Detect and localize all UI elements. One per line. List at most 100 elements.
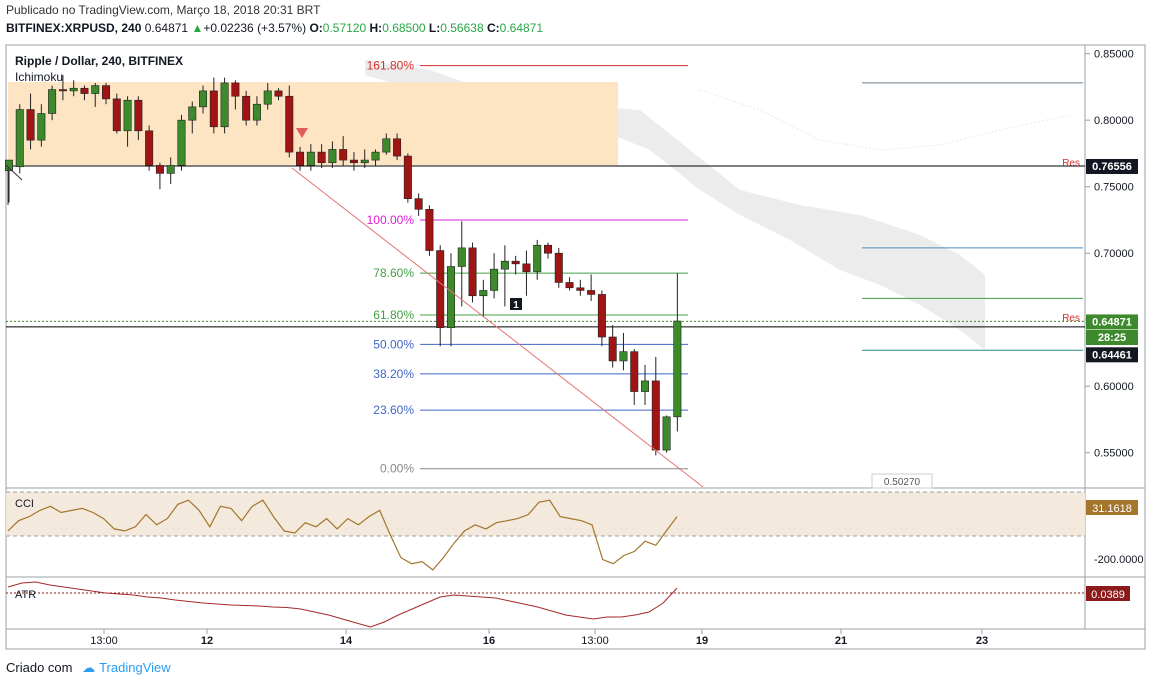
fib-level-label: 78.60% (373, 266, 414, 280)
candle-up (619, 351, 628, 362)
low-label: L: (428, 21, 441, 35)
event-badge[interactable] (510, 298, 522, 310)
candle-down (522, 263, 531, 273)
res-label: Res (1062, 158, 1080, 169)
candle-down (436, 250, 445, 328)
candle-up (48, 89, 57, 114)
tradingview-logo-icon[interactable]: ☁ (82, 660, 96, 675)
candle-down (349, 159, 358, 164)
close-value: 0.64871 (499, 21, 544, 35)
candle-down (285, 95, 294, 153)
candle-down (134, 99, 143, 132)
x-tick-label: 23 (976, 635, 988, 647)
candle-up (91, 85, 100, 94)
open-label: O: (309, 21, 323, 35)
candle-down (102, 85, 111, 100)
corner-arrow-line (5, 164, 23, 181)
candle-down (414, 198, 423, 210)
footer: Criado com ☁ TradingView (6, 660, 171, 676)
candle-down (468, 247, 477, 297)
candle-down (339, 149, 348, 161)
high-value: 0.68500 (382, 21, 426, 35)
published-note: Publicado no TradingView.com, Março 18, … (6, 3, 321, 17)
x-tick-label: 14 (340, 635, 353, 647)
candle-down (393, 138, 402, 157)
candle-up (166, 165, 175, 174)
last-price: 0.64871 (144, 21, 189, 35)
atr-line (7, 581, 678, 628)
y-tick-label: 0.60000 (1094, 381, 1134, 393)
atr-value-tag (1086, 586, 1130, 601)
cci-value-tag (1086, 500, 1138, 515)
candle-down (403, 155, 412, 199)
price-tag (1086, 330, 1138, 346)
x-tick-label: 21 (835, 635, 847, 647)
candle-down (274, 90, 283, 97)
fib-level-label: 23.60% (373, 403, 414, 417)
candle-up (641, 380, 650, 392)
candle-up (123, 99, 132, 132)
candle-up (252, 103, 261, 121)
res-label: Res (1062, 313, 1080, 324)
candle-up (263, 90, 272, 105)
fib-level-label: 0.00% (380, 462, 414, 476)
candle-down (651, 380, 660, 451)
candle-up (5, 159, 14, 172)
fib-level-label: 100.00% (367, 213, 415, 227)
x-tick-label: 13:00 (581, 635, 609, 647)
candle-down (155, 165, 164, 174)
symbol-name: BITFINEX:XRPUSD, 240 (6, 21, 142, 35)
candle-up (446, 266, 455, 328)
candle-down (317, 151, 326, 164)
candle-up (328, 149, 337, 164)
candle-down (597, 294, 606, 338)
candle-down (511, 260, 520, 265)
event-badge-text: 1 (513, 300, 519, 311)
price-tag-text: 0.64871 (1092, 316, 1132, 328)
chart-frame (5, 44, 1146, 650)
candle-down (565, 282, 574, 289)
candle-up (662, 416, 671, 451)
cci-label: CCI (15, 498, 34, 510)
candle-down (630, 351, 639, 392)
fib-level-label: 61.80% (373, 308, 414, 322)
price-tag-text: 28:25 (1098, 332, 1126, 344)
tradingview-brand[interactable]: TradingView (99, 660, 171, 675)
marker-price: 0.50270 (884, 477, 921, 488)
candle-up (69, 87, 78, 92)
candle-down (587, 290, 596, 295)
change-up-icon: ▲ (191, 21, 204, 35)
candle-down (608, 336, 617, 362)
candle-up (673, 320, 682, 418)
candle-down (58, 89, 67, 92)
price-tag-text: 0.64461 (1092, 349, 1132, 361)
cci-band (6, 492, 1085, 536)
candle-up (457, 247, 466, 267)
x-tick-label: 16 (483, 635, 495, 647)
candle-down (112, 98, 121, 132)
candle-up (360, 159, 369, 164)
candle-down (543, 244, 552, 254)
marker-price-box (871, 473, 933, 489)
symbol-header: BITFINEX:XRPUSD, 240 0.64871 ▲+0.02236 (… (6, 21, 543, 35)
candle-down (242, 95, 251, 121)
candle-down (425, 208, 434, 251)
y-tick-label: 0.85000 (1094, 49, 1134, 61)
downtrend-line (291, 167, 704, 488)
candle-up (199, 90, 208, 108)
cci-value-tag-text: 31.1618 (1092, 503, 1132, 515)
price-change: +0.02236 (+3.57%) (203, 21, 307, 35)
candle-up (500, 260, 509, 270)
candle-up (37, 113, 46, 141)
y-tick-label: 0.55000 (1094, 448, 1134, 460)
footer-created: Criado com (6, 660, 73, 675)
cci-line (7, 499, 678, 571)
down-triangle-icon (296, 128, 308, 138)
candle-down (231, 82, 240, 97)
candle-up (479, 290, 488, 297)
candle-up (382, 138, 391, 153)
candle-down (209, 90, 218, 128)
low-value: 0.56638 (440, 21, 484, 35)
candle-up (533, 244, 542, 273)
